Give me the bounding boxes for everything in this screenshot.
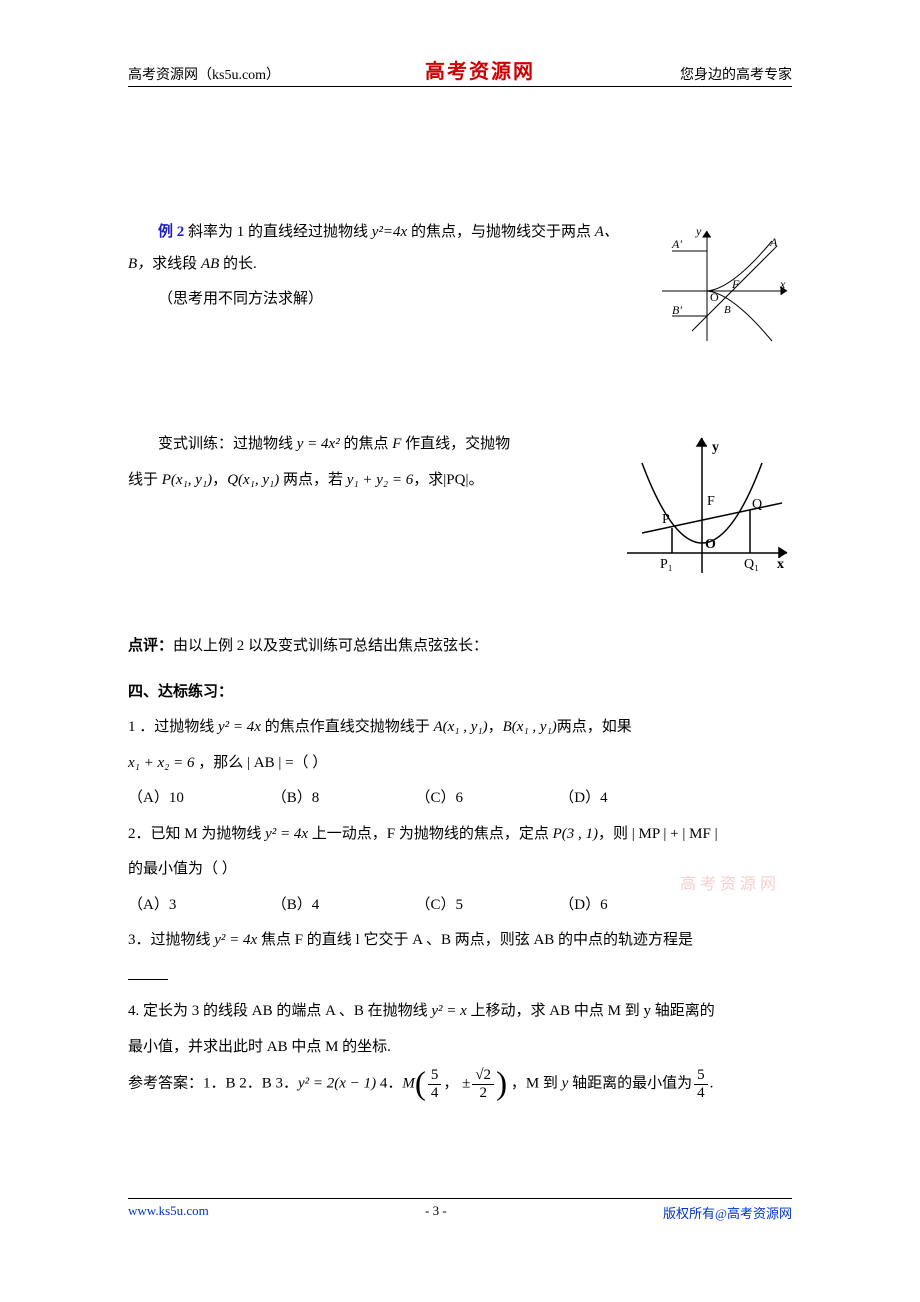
q2-choice-C: （C）5 [416,890,556,922]
eq-y2-4x: y²=4x [372,224,407,240]
example-2-label: 例 2 [158,224,184,240]
frac-5-4b: 54 [694,1067,708,1101]
fig1-label-y: y [695,224,702,238]
frac-5-4: 54 [428,1067,442,1101]
fig1-label-Ap: A' [671,237,682,251]
q1-choice-B: （B）8 [272,783,412,815]
fig1-label-O: O [710,290,719,304]
variant-block: y x F P Q O P₁ Q₁ 变式训练：过抛物线 y = 4x² 的焦点 … [128,429,792,591]
footer-page-number: - 3 - [425,1203,447,1222]
fig1-label-x: x [779,277,786,291]
q4-line2: 最小值，并求出此时 AB 中点 M 的坐标. [128,1032,792,1064]
header-site-logo: 高考资源网 [425,55,535,84]
example-2-block: A' A B' B O F x y 例 2 斜率为 1 的直线经过抛物线 y²=… [128,217,792,359]
fig1-label-Bp: B' [672,303,682,317]
q1-choice-A: （A）10 [128,783,268,815]
footer-url: www.ks5u.com [128,1203,209,1222]
fig2-label-F: F [707,494,715,509]
fig1-label-A: A [769,235,778,249]
content-body: A' A B' B O F x y 例 2 斜率为 1 的直线经过抛物线 y²=… [128,217,792,1101]
answers-line: 参考答案：1．B 2．B 3．y² = 2(x − 1) 4．M(54， ±√2… [128,1067,792,1101]
q1-choice-C: （C）6 [416,783,556,815]
header-left: 高考资源网（ks5u.com） [128,64,280,84]
q1-choice-D: （D）4 [559,783,699,815]
comment-line: 点评：由以上例 2 以及变式训练可总结出焦点弦弦长： [128,631,792,663]
spacer-2 [128,591,792,631]
fig2-label-x: x [777,557,784,572]
fig1-label-B: B [724,304,731,316]
q1-line1: 1 ．过抛物线 y² = 4x 的焦点作直线交抛物线于 A(x₁ , y₁)，B… [128,712,792,744]
q1-line2: x₁ + x₂ = 6 ，那么 | AB | =（ ） [128,748,792,780]
footer-copyright: 版权所有@高考资源网 [663,1203,792,1222]
q3-line: 3．过抛物线 y² = 4x 焦点 F 的直线 l 它交于 A 、B 两点，则弦… [128,925,792,957]
q2-choice-A: （A）3 [128,890,268,922]
q2-choice-D: （D）6 [559,890,699,922]
page-header: 高考资源网（ks5u.com） 高考资源网 您身边的高考专家 [128,55,792,87]
q2-line1: 2．已知 M 为抛物线 y² = 4x 上一动点，F 为抛物线的焦点，定点 P(… [128,819,792,851]
fig2-label-P: P [662,512,670,527]
figure-parabola-upward: y x F P Q O P₁ Q₁ [622,433,792,583]
comment-label: 点评： [128,638,173,654]
spacer [128,359,792,429]
fig2-label-y: y [712,440,719,455]
fig2-label-O: O [705,537,716,552]
q1-choices: （A）10 （B）8 （C）6 （D）4 [128,783,792,815]
q3-blank [128,961,792,993]
q2-choice-B: （B）4 [272,890,412,922]
q2-choices: （A）3 （B）4 （C）5 （D）6 [128,890,792,922]
section-4-title: 四、达标练习： [128,677,792,709]
q2-line2: 的最小值为（ ） [128,854,792,886]
page: 高考资源网（ks5u.com） 高考资源网 您身边的高考专家 [0,0,920,1260]
fig1-label-F: F [731,277,740,291]
frac-root2-2: √22 [472,1067,494,1101]
fig2-label-Q1: Q₁ [744,557,759,572]
q4-line1: 4. 定长为 3 的线段 AB 的端点 A 、B 在抛物线 y² = x 上移动… [128,996,792,1028]
header-right: 您身边的高考专家 [680,64,792,84]
page-footer: www.ks5u.com - 3 - 版权所有@高考资源网 [128,1198,792,1222]
fig2-label-P1: P₁ [660,557,673,572]
figure-parabola-chord: A' A B' B O F x y [652,221,792,351]
fig2-label-Q: Q [752,497,762,512]
